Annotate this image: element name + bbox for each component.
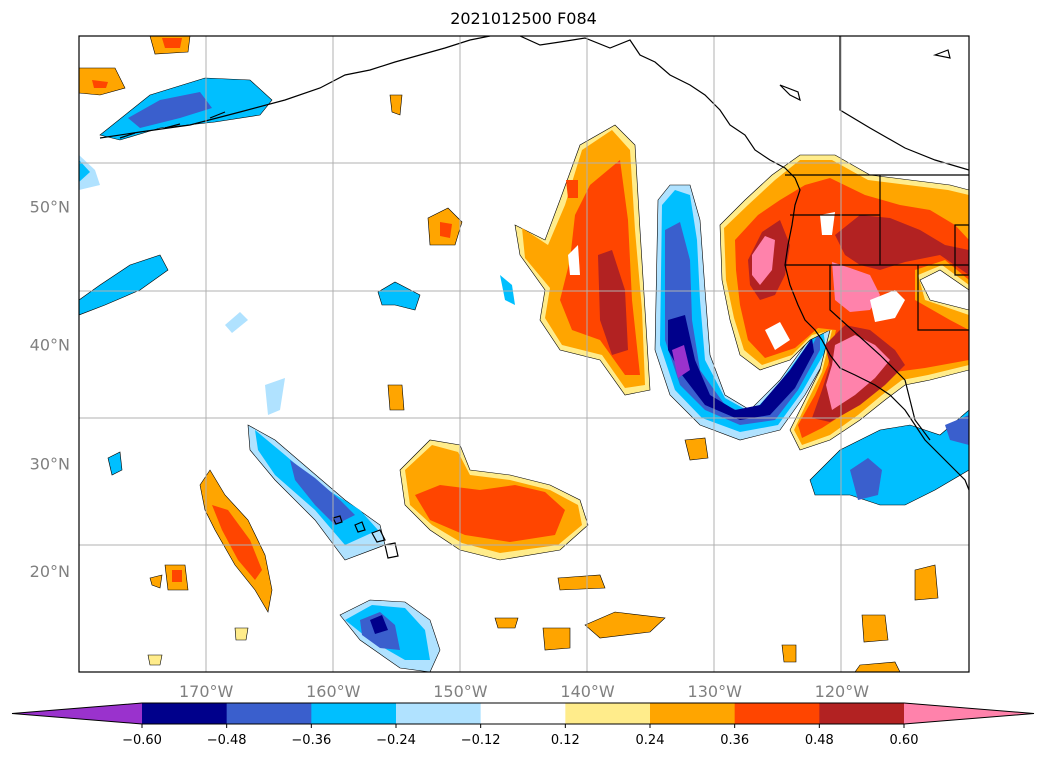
positive-anomaly-region (415, 485, 565, 542)
positive-anomaly-region (542, 627, 571, 651)
positive-anomaly-region (752, 236, 775, 285)
map-title: 2021012500 F084 (450, 9, 597, 28)
positive-anomaly-region (914, 564, 939, 601)
colorbar-swatch (311, 703, 397, 724)
gridlines (79, 36, 969, 672)
latitude-label: 30°N (30, 455, 70, 474)
positive-anomaly-region (440, 222, 452, 238)
longitude-label: 130°W (688, 682, 743, 701)
map-frame (78, 35, 970, 673)
positive-anomaly-region (684, 437, 709, 461)
positive-anomaly-region (149, 574, 163, 589)
negative-anomaly-region (79, 254, 169, 316)
longitude-label: 160°W (306, 682, 361, 701)
colorbar-tick-label: −0.36 (291, 733, 331, 748)
negative-anomaly-region (850, 458, 882, 500)
negative-anomaly-region (128, 92, 212, 128)
longitude-label: 140°W (560, 682, 615, 701)
negative-anomaly-region (665, 222, 820, 425)
latitude-label: 50°N (30, 198, 70, 217)
positive-anomaly-region (568, 245, 580, 275)
colorbar-tick-label: −0.24 (376, 733, 416, 748)
latitude-labels: 50°N 40°N 30°N 20°N (30, 198, 70, 582)
longitude-label: 150°W (433, 682, 488, 701)
colorbar: −0.60 −0.48 −0.36 −0.24 −0.12 0.12 0.24 0.36 0.4… (11, 702, 1035, 748)
colorbar-swatch (396, 703, 482, 724)
positive-anomaly-region (212, 505, 262, 580)
positive-anomaly-region (820, 212, 835, 235)
colorbar-swatch (734, 703, 820, 724)
colorbar-swatch (142, 703, 228, 724)
positive-anomaly-region (832, 262, 880, 312)
positive-anomaly-region (494, 617, 519, 629)
colorbar-tick-label: 0.24 (636, 733, 665, 748)
positive-anomaly-region (234, 627, 249, 641)
colorbar-swatch (565, 703, 651, 724)
positive-anomaly-region (584, 611, 666, 639)
colorbar-tick-label: 0.12 (551, 733, 580, 748)
longitude-label: 120°W (815, 682, 870, 701)
negative-anomaly-region (225, 312, 248, 333)
negative-anomaly-region (668, 315, 814, 420)
colorbar-extend-high (904, 703, 1034, 724)
negative-anomaly-region (500, 275, 515, 305)
negative-anomaly-region (265, 378, 285, 415)
positive-anomaly-region (598, 250, 628, 355)
positive-anomaly-region (389, 94, 403, 116)
positive-anomaly-region (92, 80, 108, 88)
colorbar-tick-label: 0.36 (720, 733, 749, 748)
latitude-label: 40°N (30, 336, 70, 355)
negative-anomaly-region (377, 281, 421, 311)
colorbar-swatch (480, 703, 566, 724)
colorbar-swatch (819, 703, 905, 724)
negative-anomaly-region (672, 345, 690, 378)
positive-anomaly-region (557, 574, 606, 591)
longitude-labels: 170°W 160°W 150°W 140°W 130°W 120°W (179, 682, 869, 701)
negative-anomaly-region (79, 160, 90, 182)
positive-anomaly-region (835, 215, 969, 275)
longitude-label: 170°W (179, 682, 234, 701)
positive-anomaly-region (566, 180, 578, 198)
positive-anomaly-region (387, 384, 405, 411)
colorbar-tick-label: 0.48 (805, 733, 834, 748)
positive-anomaly-region (147, 654, 163, 666)
latitude-label: 20°N (30, 562, 70, 581)
colorbar-tick-label: −0.48 (207, 733, 247, 748)
negative-anomaly-region (660, 190, 826, 432)
negative-anomaly-region (290, 460, 355, 525)
positive-anomaly-region (861, 614, 889, 643)
colorbar-tick-label: 0.60 (890, 733, 919, 748)
coastlines (99, 36, 969, 559)
positive-anomaly-region (172, 570, 182, 582)
colorbar-swatch (226, 703, 312, 724)
anomaly-contours (79, 36, 969, 672)
colorbar-extend-low (12, 703, 142, 724)
negative-anomaly-region (809, 409, 969, 506)
positive-anomaly-region (781, 644, 797, 663)
positive-anomaly-region (765, 322, 790, 350)
negative-anomaly-region (79, 155, 100, 190)
positive-anomaly-region (854, 661, 901, 672)
positive-anomaly-region (826, 335, 890, 410)
colorbar-swatch (650, 703, 736, 724)
colorbar-tick-label: −0.12 (461, 733, 501, 748)
colorbar-tick-label: −0.60 (122, 733, 162, 748)
positive-anomaly-region (162, 38, 182, 48)
negative-anomaly-region (945, 415, 969, 445)
positive-anomaly-region (870, 290, 905, 322)
negative-anomaly-region (107, 451, 123, 476)
negative-anomaly-region (370, 615, 388, 634)
